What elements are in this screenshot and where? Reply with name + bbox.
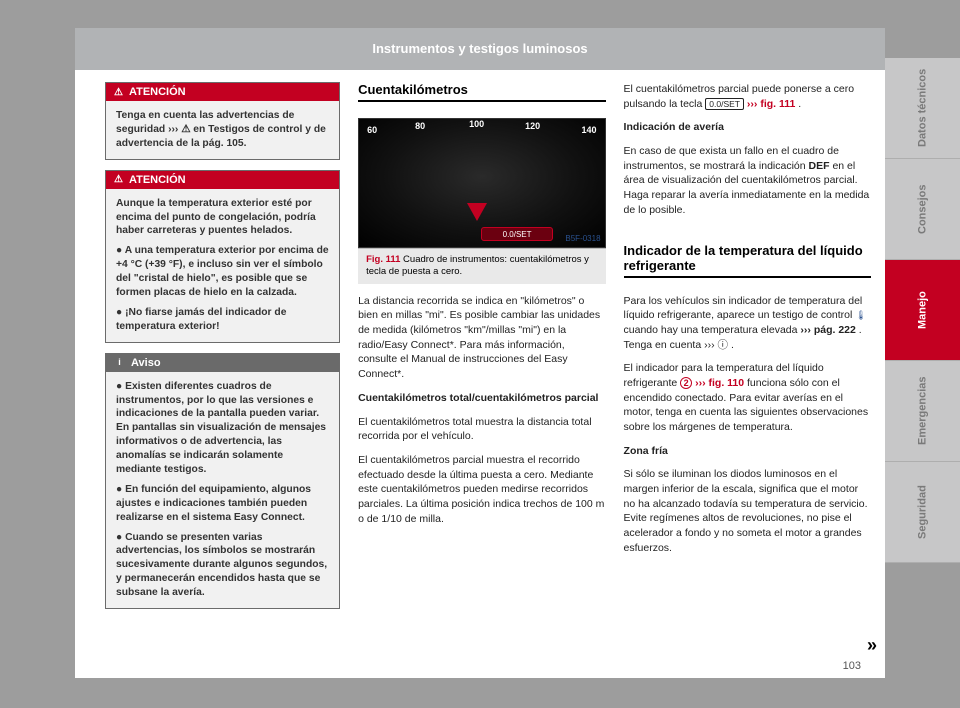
paragraph: El cuentakilómetros total muestra la dis… (358, 415, 605, 444)
text-run: . (798, 98, 801, 110)
pointer-arrow-icon (467, 203, 487, 221)
continuation-icon: » (867, 635, 877, 656)
tab-emergencias[interactable]: Emergencias (885, 361, 960, 462)
warning-text: Aunque la temperatura exterior esté por … (116, 197, 329, 239)
subheading: Zona fría (624, 444, 871, 459)
tab-seguridad[interactable]: Seguridad (885, 462, 960, 563)
paragraph: El indicador para la temperatura del líq… (624, 361, 871, 434)
page-number: 103 (843, 660, 861, 672)
body-text: La distancia recorrida se indica en "kil… (358, 294, 605, 536)
paragraph: En caso de que exista un fallo en el cua… (624, 144, 871, 217)
column-3: El cuentakilómetros parcial puede poners… (624, 82, 871, 668)
key-label: 0.0/SET (705, 98, 744, 110)
column-1: ⚠ ATENCIÓN Tenga en cuenta las advertenc… (105, 82, 340, 668)
page-ref: ››› pág. 222 (800, 324, 855, 336)
figure-caption-text: Cuadro de instrumentos: cuentakilómetros… (366, 254, 589, 277)
dial-label: 140 (582, 125, 597, 135)
notice-body: ● Existen diferentes cuadros de instrume… (106, 372, 339, 608)
side-tabs: Datos técnicos Consejos Manejo Emergenci… (885, 58, 960, 563)
subheading: Cuentakilómetros total/cuentakilómetros … (358, 391, 605, 406)
paragraph: El cuentakilómetros parcial puede poners… (624, 82, 871, 111)
section-title-coolant: Indicador de la temperatura del líquido … (624, 243, 871, 278)
dial-label: 120 (525, 121, 540, 131)
subheading: Indicación de avería (624, 120, 871, 135)
warning-text: Tenga en cuenta las advertencias de segu… (116, 109, 329, 151)
warning-title: ⚠ ATENCIÓN (106, 171, 339, 189)
warning-text: ● ¡No fiarse jamás del indicador de temp… (116, 306, 329, 334)
text-run: Para los vehículos sin indicador de temp… (624, 295, 863, 322)
notice-text: ● En función del equipamiento, algunos a… (116, 483, 329, 525)
paragraph: Para los vehículos sin indicador de temp… (624, 294, 871, 353)
dial-label: 100 (469, 119, 484, 129)
warning-title: ⚠ ATENCIÓN (106, 83, 339, 101)
notice-text: ● Cuando se presenten varias advertencia… (116, 531, 329, 600)
callout-number-icon: 2 (680, 377, 692, 389)
warning-label: ATENCIÓN (129, 86, 186, 98)
warning-triangle-icon: ⚠ (114, 87, 123, 98)
page: Instrumentos y testigos luminosos ⚠ ATEN… (75, 28, 885, 678)
content-area: ⚠ ATENCIÓN Tenga en cuenta las advertenc… (75, 70, 885, 678)
text-bold: DEF (809, 160, 830, 172)
dial-label: 80 (415, 121, 425, 131)
warning-text: ● A una temperatura exterior por encima … (116, 244, 329, 300)
text-run: cuando hay una temperatura elevada (624, 324, 801, 336)
warning-body: Aunque la temperatura exterior esté por … (106, 189, 339, 342)
warning-box-2: ⚠ ATENCIÓN Aunque la temperatura exterio… (105, 170, 340, 343)
figure-ref: fig. 111 (760, 98, 795, 110)
figure-tag: B5F-0318 (565, 234, 600, 243)
tab-datos-tecnicos[interactable]: Datos técnicos (885, 58, 960, 159)
figure-number: Fig. 111 (366, 254, 400, 265)
column-2: Cuentakilómetros 60 80 100 120 140 0.0/S… (358, 82, 605, 668)
text-run: En caso de que exista un fallo en el cua… (624, 145, 839, 172)
notice-box: i Aviso ● Existen diferentes cuadros de … (105, 353, 340, 609)
warning-box-1: ⚠ ATENCIÓN Tenga en cuenta las advertenc… (105, 82, 340, 160)
body-text: Para los vehículos sin indicador de temp… (624, 294, 871, 565)
warning-label: ATENCIÓN (129, 174, 186, 186)
paragraph: La distancia recorrida se indica en "kil… (358, 294, 605, 382)
crossref: ››› (747, 98, 760, 110)
figure-image: 60 80 100 120 140 0.0/SET B5F-0318 (358, 118, 605, 248)
text-run: . (731, 339, 734, 351)
notice-text: ● Existen diferentes cuadros de instrume… (116, 380, 329, 477)
notice-title: i Aviso (106, 354, 339, 372)
figure-111: 60 80 100 120 140 0.0/SET B5F-0318 Fig. … (358, 118, 605, 284)
coolant-temp-icon: 🌡 (855, 310, 866, 320)
reset-button-graphic: 0.0/SET (481, 227, 553, 241)
dial-label: 60 (367, 125, 377, 135)
notice-label: Aviso (131, 357, 161, 369)
tab-manejo[interactable]: Manejo (885, 260, 960, 361)
paragraph: El cuentakilómetros parcial muestra el r… (358, 453, 605, 526)
page-header: Instrumentos y testigos luminosos (75, 28, 885, 70)
tab-consejos[interactable]: Consejos (885, 159, 960, 260)
info-circle-icon: ⓘ (718, 339, 729, 351)
section-title-odometer: Cuentakilómetros (358, 82, 605, 102)
warning-body: Tenga en cuenta las advertencias de segu… (106, 101, 339, 159)
warning-triangle-icon: ⚠ (114, 174, 123, 185)
body-text: El cuentakilómetros parcial puede poners… (624, 82, 871, 227)
figure-ref: ››› fig. 110 (695, 377, 744, 389)
paragraph: Si sólo se iluminan los diodos luminosos… (624, 467, 871, 555)
info-icon: i (114, 357, 125, 368)
figure-caption: Fig. 111 Cuadro de instrumentos: cuentak… (358, 248, 605, 284)
